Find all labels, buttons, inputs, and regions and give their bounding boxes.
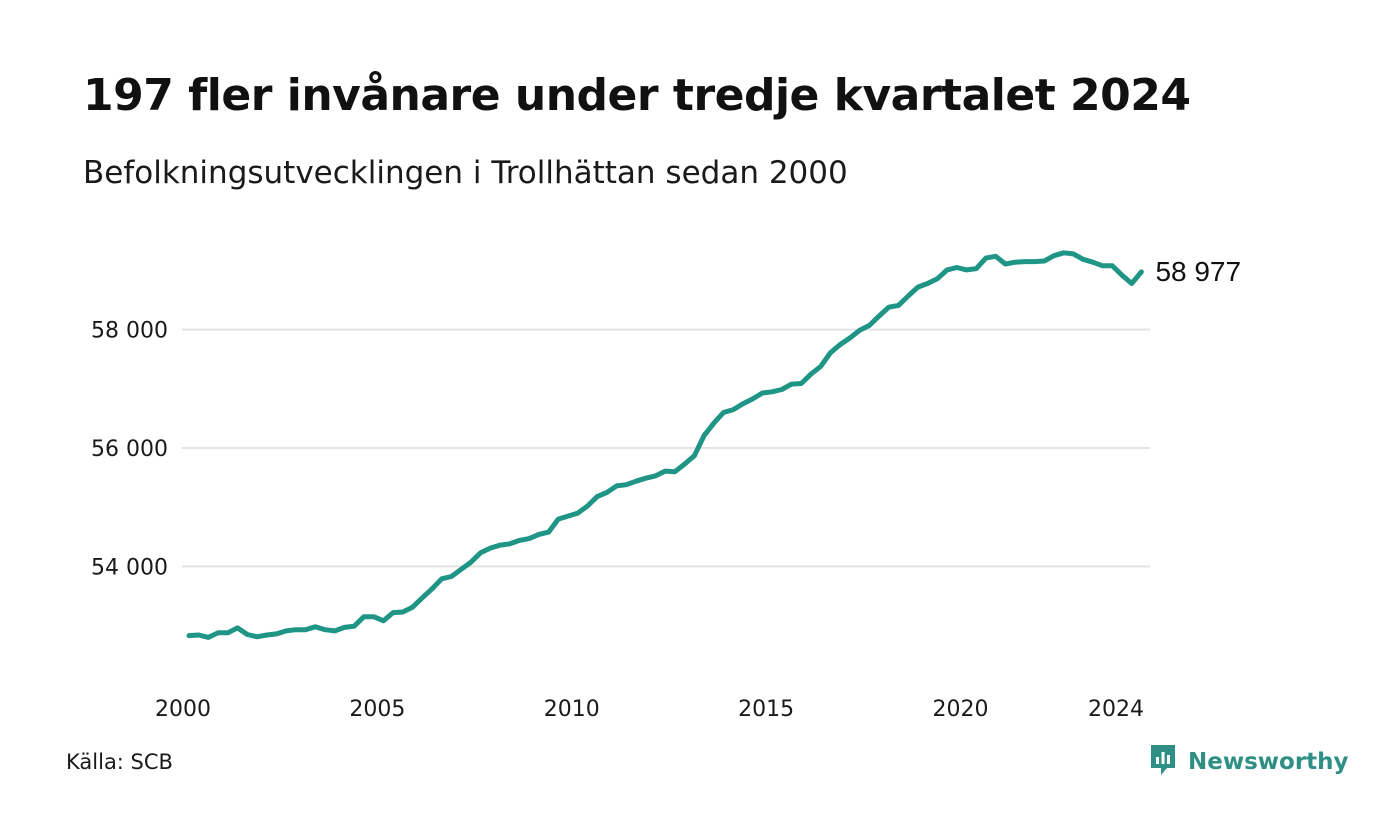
brand-logo[interactable]: Newsworthy: [1148, 742, 1349, 782]
y-tick-label: 54 000: [91, 555, 168, 580]
x-tick-label: 2015: [738, 697, 794, 722]
x-tick-label: 2020: [933, 697, 989, 722]
x-tick-label: 2024: [1088, 697, 1144, 722]
chart-title: 197 fler invånare under tredje kvartalet…: [83, 70, 1191, 121]
brand-name: Newsworthy: [1188, 749, 1349, 775]
x-tick-label: 2010: [544, 697, 600, 722]
series-line-population: [186, 250, 1144, 640]
x-tick-label: 2000: [155, 697, 211, 722]
chart-subtitle: Befolkningsutvecklingen i Trollhättan se…: [83, 155, 848, 191]
series-group: [186, 250, 1144, 640]
x-axis-ticks: 2000 2005 2010 2015 2020 2024: [155, 697, 1144, 722]
end-value-label: 58 977: [1155, 256, 1241, 287]
gridlines: [182, 328, 1150, 568]
x-tick-label: 2005: [349, 697, 405, 722]
y-tick-label: 56 000: [91, 437, 168, 462]
newsworthy-logo-icon: [1148, 742, 1178, 782]
source-note: Källa: SCB: [66, 750, 173, 774]
y-tick-label: 58 000: [91, 319, 168, 344]
y-axis-ticks: 54 000 56 000 58 000: [91, 319, 168, 581]
